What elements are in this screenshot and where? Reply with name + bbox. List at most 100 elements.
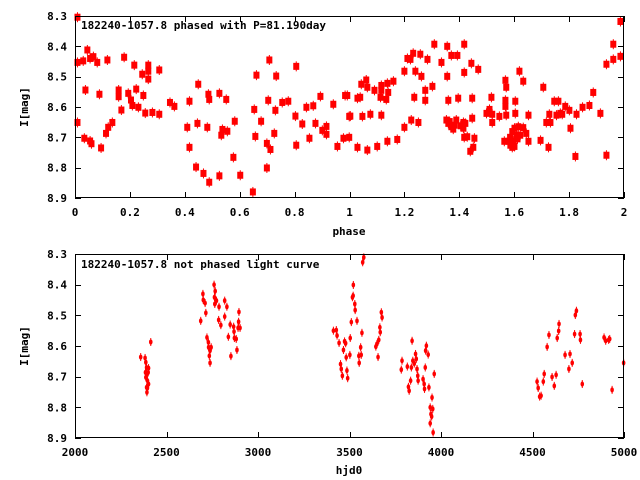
data-point [145,74,152,85]
data-point [580,380,585,389]
data-point [507,132,514,143]
data-point [340,133,347,144]
unphased-plot: hjd0 I[mag] 2000 2500 3000 3500 4000 4500 5000… [18,248,637,477]
data-point [590,87,597,98]
data-point [236,317,241,326]
data-point [568,349,572,358]
data-point [81,133,88,144]
data-point [542,369,547,378]
data-point [258,116,265,127]
data-point [360,328,364,337]
data-point [415,117,422,128]
data-point [470,142,477,153]
y-axis-label: I[mag] [18,326,31,366]
data-point [252,131,259,142]
data-point [537,135,544,146]
data-point [407,386,411,395]
data-point [444,71,451,82]
data-point [428,419,433,428]
data-point [378,80,385,91]
data-point [74,117,81,128]
data-point [139,69,146,80]
data-point [267,144,274,155]
data-point [171,101,178,112]
data-point [235,345,239,354]
x-tick-label: 1.8 [559,206,579,219]
data-points [138,253,626,437]
data-point [230,152,237,163]
data-point [469,93,476,104]
data-point [94,57,101,68]
data-point [292,111,299,122]
x-tick-label: 0.4 [175,206,195,219]
x-tick-label: 3500 [336,446,363,459]
data-point [357,358,361,367]
data-point [384,136,391,147]
data-point [271,128,278,139]
data-point [345,374,350,383]
data-point [457,120,464,131]
data-point [205,333,209,342]
data-point [166,97,173,108]
data-point [525,136,532,147]
data-point [603,336,608,345]
x-tick-label: 0.2 [120,206,140,219]
data-point [431,428,435,437]
data-point [135,102,142,113]
phased-plot: phase I[mag] 0 0.2 0.4 0.6 0.8 1 1.2 1.4 1.6 1.8 2… [18,10,627,238]
data-point [335,331,339,340]
data-point [376,353,380,362]
data-point [331,326,336,335]
data-point [358,79,365,90]
data-point [84,44,91,55]
data-point [429,81,436,92]
data-point [193,162,200,173]
data-point [330,99,337,110]
data-point [603,59,610,70]
data-point [424,54,431,65]
x-tick-label: 2000 [62,446,89,459]
data-point [354,142,361,153]
data-point [378,328,383,337]
data-point [461,39,468,50]
data-point [430,404,435,413]
data-point [343,339,348,348]
data-point [74,57,81,68]
y-tick-label: 8.3 [47,248,67,261]
data-point [216,170,223,181]
data-point [545,142,552,153]
data-point [359,350,364,359]
data-point [204,308,208,317]
data-point [129,100,136,111]
data-point [417,49,424,60]
data-point [222,296,227,305]
data-point [404,53,411,64]
data-point [610,54,617,65]
y-tick-label: 8.4 [47,279,67,292]
data-point [562,101,569,112]
data-point [553,110,560,121]
data-point [223,94,230,105]
plot-title: 182240-1057.8 not phased light curve [81,258,320,271]
data-point [552,381,557,390]
data-point [514,133,521,144]
data-point [345,366,349,375]
data-point [216,88,223,99]
data-point [253,70,260,81]
data-point [512,108,519,119]
data-point [512,96,519,107]
data-point [212,293,217,302]
data-point [238,323,242,332]
data-point [515,121,522,132]
data-point [554,370,558,379]
data-point [82,85,89,96]
data-point [410,336,414,345]
data-point [217,302,221,311]
data-point [539,391,543,400]
data-point [426,350,430,359]
data-point [334,326,339,335]
data-point [339,365,344,373]
data-point [444,41,451,52]
data-point [431,39,438,50]
